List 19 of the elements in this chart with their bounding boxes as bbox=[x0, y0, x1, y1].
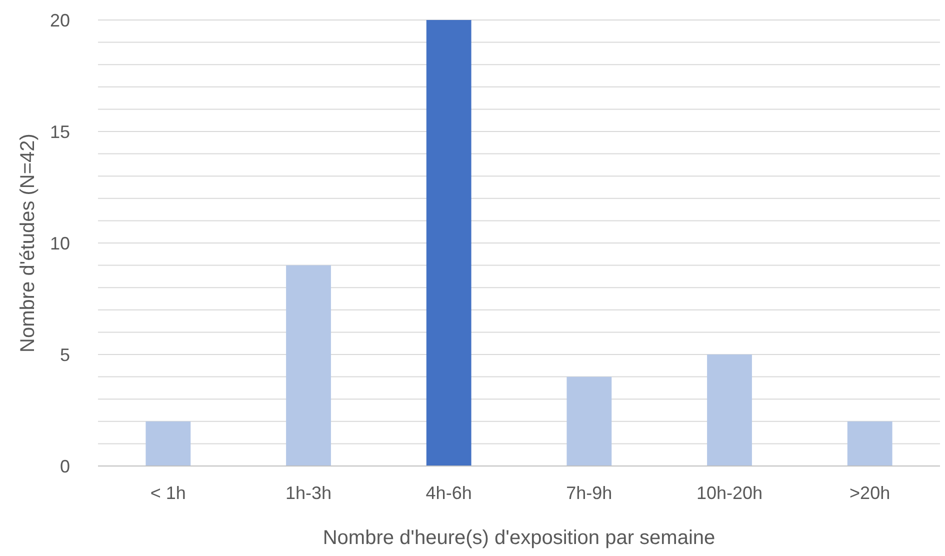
bar bbox=[426, 20, 472, 466]
bar bbox=[286, 265, 331, 466]
y-tick-label: 20 bbox=[50, 10, 70, 30]
x-axis-title: Nombre d'heure(s) d'exposition par semaine bbox=[322, 527, 716, 549]
y-tick-label: 15 bbox=[50, 122, 70, 142]
y-axis-title: Nombre d'études (N=42) bbox=[17, 134, 39, 352]
y-tick-label: 0 bbox=[60, 456, 70, 476]
bar bbox=[707, 354, 752, 466]
bar bbox=[146, 421, 191, 466]
x-tick-label: >20h bbox=[850, 483, 890, 503]
x-tick-label: < 1h bbox=[150, 483, 186, 503]
x-tick-label: 4h-6h bbox=[426, 483, 472, 503]
x-tick-label: 10h-20h bbox=[696, 483, 763, 503]
bar bbox=[847, 421, 892, 466]
y-tick-label: 5 bbox=[60, 344, 70, 365]
x-tick-label: 1h-3h bbox=[285, 483, 332, 503]
y-tick-label: 10 bbox=[50, 233, 70, 254]
bar bbox=[566, 376, 612, 466]
x-tick-label: 7h-9h bbox=[566, 483, 612, 503]
